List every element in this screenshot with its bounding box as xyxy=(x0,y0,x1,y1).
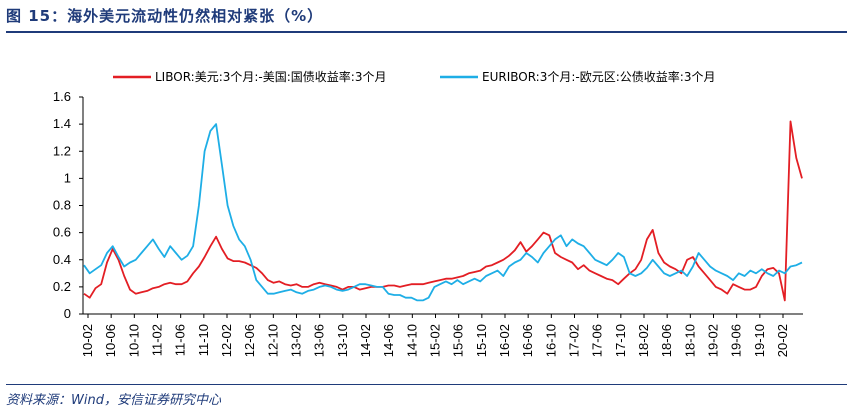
chart-legend: LIBOR:美元:3个月:-美国:国债收益率:3个月 EURIBOR:3个月:-欧… xyxy=(113,69,715,84)
x-tick-label: 10-10 xyxy=(126,324,141,357)
x-tick-label: 12-06 xyxy=(242,324,257,357)
source-note: 资料来源：Wind，安信证券研究中心 xyxy=(6,393,221,408)
x-tick-label: 18-10 xyxy=(682,324,697,357)
x-tick-label: 14-06 xyxy=(381,324,396,357)
x-tick-label: 14-02 xyxy=(358,324,373,357)
x-tick-label: 17-02 xyxy=(567,324,582,357)
x-tick-label: 15-02 xyxy=(428,324,443,357)
x-tick-label: 15-10 xyxy=(474,324,489,357)
x-tick-label: 16-06 xyxy=(520,324,535,357)
x-tick-label: 17-10 xyxy=(613,324,628,357)
y-tick-label: 1 xyxy=(64,170,71,185)
x-tick-label: 10-02 xyxy=(80,324,95,357)
y-tick-label: 1.2 xyxy=(53,143,71,158)
x-tick-label: 19-06 xyxy=(729,324,744,357)
x-tick-label: 12-02 xyxy=(219,324,234,357)
x-tick-label: 19-10 xyxy=(752,324,767,357)
chart-axes: 0 0.2 0.4 0.6 0.8 1 1.2 1.4 1.6 10-02 10-06 10-10 11… xyxy=(53,89,803,357)
x-tick-label: 11-10 xyxy=(196,324,211,356)
legend-label-1: EURIBOR:3个月:-欧元区:公债收益率:3个月 xyxy=(482,69,715,84)
x-tick-label: 13-10 xyxy=(335,324,350,357)
title-rule xyxy=(6,31,847,33)
x-tick-label: 13-02 xyxy=(289,324,304,357)
series-line-0 xyxy=(83,120,803,302)
x-tick-label: 17-06 xyxy=(590,324,605,357)
x-tick-label: 16-10 xyxy=(543,324,558,357)
x-tick-label: 11-02 xyxy=(150,324,165,356)
y-tick-label: 0.2 xyxy=(53,279,71,294)
series-line-1 xyxy=(83,123,803,302)
x-tick-label: 16-02 xyxy=(497,324,512,357)
y-tick-label: 0.4 xyxy=(53,252,71,267)
figure-title: 图 15：海外美元流动性仍然相对紧张（%） xyxy=(6,7,324,25)
x-tick-label: 19-02 xyxy=(706,324,721,357)
line-chart: LIBOR:美元:3个月:-美国:国债收益率:3个月 EURIBOR:3个月:-欧… xyxy=(53,69,803,357)
x-tick-label: 15-06 xyxy=(451,324,466,357)
legend-label-0: LIBOR:美元:3个月:-美国:国债收益率:3个月 xyxy=(155,69,386,84)
y-tick-label: 1.4 xyxy=(53,116,71,131)
x-tick-label: 18-02 xyxy=(636,324,651,357)
source-rule xyxy=(6,384,847,385)
y-tick-label: 0 xyxy=(64,306,71,321)
x-tick-label: 18-06 xyxy=(659,324,674,357)
x-tick-label: 14-10 xyxy=(404,324,419,357)
y-tick-label: 1.6 xyxy=(53,89,71,104)
x-tick-label: 12-10 xyxy=(265,324,280,357)
x-tick-label: 20-02 xyxy=(775,324,790,357)
x-tick-label: 10-06 xyxy=(103,324,118,357)
chart-series xyxy=(83,120,803,302)
x-tick-label: 11-06 xyxy=(173,324,188,356)
y-tick-label: 0.6 xyxy=(53,225,71,240)
y-tick-label: 0.8 xyxy=(53,198,71,213)
x-tick-label: 13-06 xyxy=(312,324,327,357)
